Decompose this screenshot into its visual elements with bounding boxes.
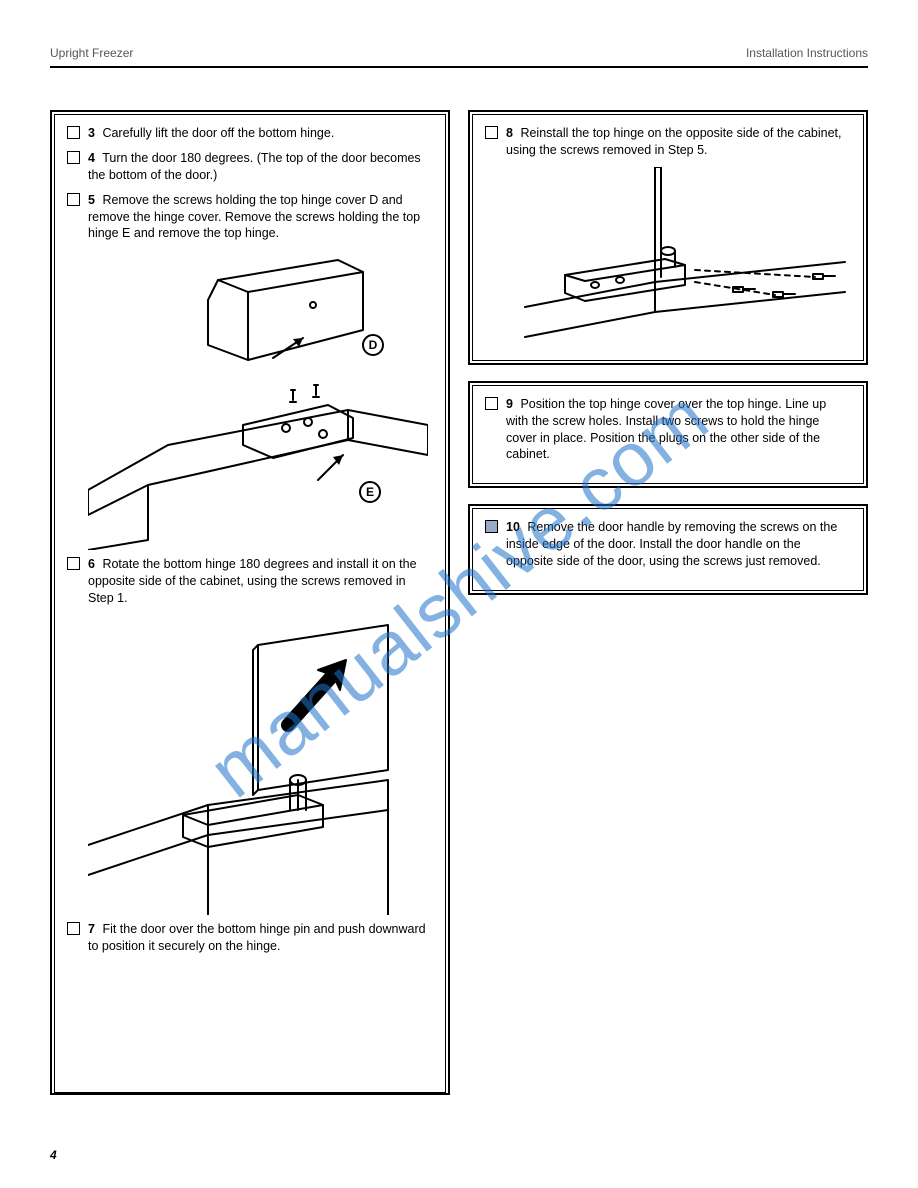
step-body: 5 Remove the screws holding the top hing… xyxy=(88,192,433,243)
right-panel-2: 9 Position the top hinge cover over the … xyxy=(468,381,868,489)
right-panel-3: 10 Remove the door handle by removing th… xyxy=(468,504,868,595)
step-3: 3 Carefully lift the door off the bottom… xyxy=(67,125,433,142)
figure-label-d: D xyxy=(369,338,378,352)
checkbox-icon xyxy=(485,397,498,410)
step-number: 5 xyxy=(88,193,95,207)
step-text: Rotate the bottom hinge 180 degrees and … xyxy=(88,557,417,605)
header-right: Installation Instructions xyxy=(746,46,868,60)
checkbox-icon xyxy=(67,193,80,206)
step-text: Carefully lift the door off the bottom h… xyxy=(102,126,334,140)
checkbox-icon xyxy=(485,126,498,139)
step-text: Fit the door over the bottom hinge pin a… xyxy=(88,922,426,953)
top-hinge-svg xyxy=(485,167,855,342)
step-9: 9 Position the top hinge cover over the … xyxy=(485,396,851,464)
left-panel-inner: 3 Carefully lift the door off the bottom… xyxy=(54,114,446,1093)
step-text: Remove the door handle by removing the s… xyxy=(506,520,837,568)
step-text: Position the top hinge cover over the to… xyxy=(506,397,826,462)
step-text: Remove the screws holding the top hinge … xyxy=(88,193,420,241)
step-number: 6 xyxy=(88,557,95,571)
step-text: Reinstall the top hinge on the opposite … xyxy=(506,126,842,157)
right-panel-3-inner: 10 Remove the door handle by removing th… xyxy=(472,508,864,591)
step-body: 9 Position the top hinge cover over the … xyxy=(506,396,851,464)
step-body: 8 Reinstall the top hinge on the opposit… xyxy=(506,125,851,159)
step-7: 7 Fit the door over the bottom hinge pin… xyxy=(67,921,433,955)
figure-hinge-cover: D E xyxy=(67,250,433,550)
step-10: 10 Remove the door handle by removing th… xyxy=(485,519,851,570)
step-number: 3 xyxy=(88,126,95,140)
page-number: 4 xyxy=(50,1148,57,1162)
page: Upright Freezer Installation Instruction… xyxy=(0,0,918,1188)
step-6: 6 Rotate the bottom hinge 180 degrees an… xyxy=(67,556,433,607)
right-panel-1-inner: 8 Reinstall the top hinge on the opposit… xyxy=(472,114,864,361)
checkbox-icon xyxy=(67,922,80,935)
step-4: 4 Turn the door 180 degrees. (The top of… xyxy=(67,150,433,184)
step-number: 9 xyxy=(506,397,513,411)
right-panel-1: 8 Reinstall the top hinge on the opposit… xyxy=(468,110,868,365)
step-8: 8 Reinstall the top hinge on the opposit… xyxy=(485,125,851,159)
step-body: 7 Fit the door over the bottom hinge pin… xyxy=(88,921,433,955)
figure-top-hinge xyxy=(485,167,851,342)
checkbox-icon xyxy=(67,126,80,139)
step-body: 4 Turn the door 180 degrees. (The top of… xyxy=(88,150,433,184)
figure-bottom-hinge xyxy=(67,615,433,915)
header-left: Upright Freezer xyxy=(50,46,133,60)
checkbox-icon xyxy=(485,520,498,533)
step-number: 4 xyxy=(88,151,95,165)
page-header: Upright Freezer Installation Instruction… xyxy=(50,46,868,68)
page-content: 3 Carefully lift the door off the bottom… xyxy=(50,110,868,1128)
step-number: 10 xyxy=(506,520,520,534)
figure-label-e: E xyxy=(366,485,374,499)
step-body: 6 Rotate the bottom hinge 180 degrees an… xyxy=(88,556,433,607)
left-panel: 3 Carefully lift the door off the bottom… xyxy=(50,110,450,1095)
checkbox-icon xyxy=(67,151,80,164)
right-panel-2-inner: 9 Position the top hinge cover over the … xyxy=(472,385,864,485)
step-5: 5 Remove the screws holding the top hing… xyxy=(67,192,433,243)
hinge-cover-svg: D E xyxy=(88,250,428,550)
step-number: 8 xyxy=(506,126,513,140)
checkbox-icon xyxy=(67,557,80,570)
step-text: Turn the door 180 degrees. (The top of t… xyxy=(88,151,421,182)
step-body: 3 Carefully lift the door off the bottom… xyxy=(88,125,433,142)
bottom-hinge-svg xyxy=(88,615,428,915)
right-column: 8 Reinstall the top hinge on the opposit… xyxy=(468,110,868,595)
step-number: 7 xyxy=(88,922,95,936)
step-body: 10 Remove the door handle by removing th… xyxy=(506,519,851,570)
